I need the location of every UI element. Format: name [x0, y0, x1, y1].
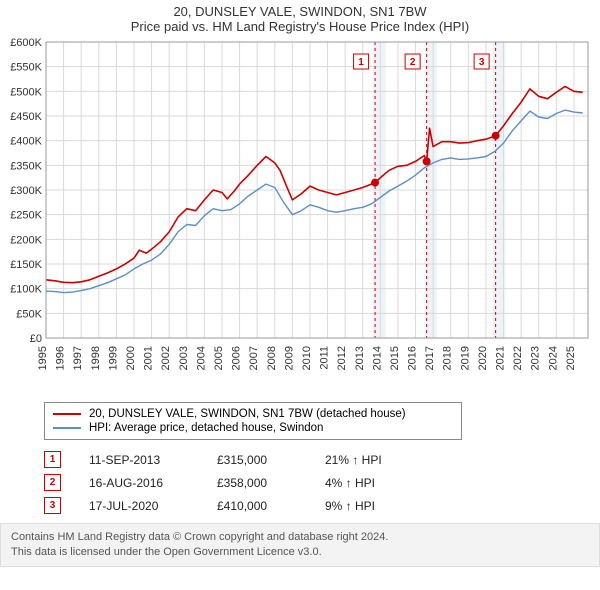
svg-text:£300K: £300K: [10, 185, 42, 197]
title-line2: Price paid vs. HM Land Registry's House …: [0, 19, 600, 34]
legend-item: HPI: Average price, detached house, Swin…: [53, 421, 453, 435]
svg-text:£200K: £200K: [10, 234, 42, 246]
svg-text:2022: 2022: [512, 346, 524, 370]
svg-text:1999: 1999: [107, 346, 119, 370]
svg-text:£150K: £150K: [10, 259, 42, 271]
svg-text:1997: 1997: [72, 346, 84, 370]
line-chart-svg: £0 £50K £100K £150K £200K £250K £300K £350K £400…: [0, 36, 600, 396]
event-row: 2 16-AUG-2016 £358,000 4% ↑ HPI: [44, 471, 600, 494]
svg-text:2012: 2012: [336, 346, 348, 370]
svg-text:2019: 2019: [459, 346, 471, 370]
svg-text:£350K: £350K: [10, 160, 42, 172]
svg-text:2007: 2007: [248, 346, 260, 370]
svg-text:£600K: £600K: [10, 37, 42, 49]
event-pct: 9% ↑ HPI: [325, 499, 425, 513]
svg-text:2015: 2015: [389, 346, 401, 370]
svg-text:2006: 2006: [231, 346, 243, 370]
svg-text:£400K: £400K: [10, 136, 42, 148]
event-row: 1 11-SEP-2013 £315,000 21% ↑ HPI: [44, 448, 600, 471]
svg-text:£450K: £450K: [10, 111, 42, 123]
legend-label: HPI: Average price, detached house, Swin…: [89, 422, 323, 434]
event-badge: 2: [44, 474, 61, 491]
svg-text:2009: 2009: [283, 346, 295, 370]
svg-text:£250K: £250K: [10, 210, 42, 222]
svg-text:2017: 2017: [424, 346, 436, 370]
event-price: £358,000: [217, 476, 297, 490]
svg-text:2024: 2024: [547, 346, 559, 370]
event-date: 11-SEP-2013: [89, 453, 189, 467]
event-price: £410,000: [217, 499, 297, 513]
chart-container: { "titles": { "line1": "20, DUNSLEY VALE…: [0, 0, 600, 567]
svg-text:2025: 2025: [565, 346, 577, 370]
svg-text:2003: 2003: [178, 346, 190, 370]
event-price: £315,000: [217, 453, 297, 467]
legend-swatch: [53, 427, 81, 429]
svg-text:£50K: £50K: [16, 308, 42, 320]
svg-text:2008: 2008: [266, 346, 278, 370]
svg-text:2013: 2013: [354, 346, 366, 370]
footer-line1: Contains HM Land Registry data © Crown c…: [11, 530, 589, 545]
svg-text:2001: 2001: [143, 346, 155, 370]
event-date: 17-JUL-2020: [89, 499, 189, 513]
legend-item: 20, DUNSLEY VALE, SWINDON, SN1 7BW (deta…: [53, 407, 453, 421]
chart-titles: 20, DUNSLEY VALE, SWINDON, SN1 7BW Price…: [0, 0, 600, 36]
svg-text:2002: 2002: [160, 346, 172, 370]
svg-text:1998: 1998: [90, 346, 102, 370]
legend-label: 20, DUNSLEY VALE, SWINDON, SN1 7BW (deta…: [89, 408, 406, 420]
chart-area: £0 £50K £100K £150K £200K £250K £300K £350K £400…: [0, 36, 600, 396]
svg-text:2020: 2020: [477, 346, 489, 370]
footer-attribution: Contains HM Land Registry data © Crown c…: [0, 523, 600, 567]
svg-text:2: 2: [410, 57, 416, 68]
svg-text:2021: 2021: [495, 346, 507, 370]
svg-text:£500K: £500K: [10, 86, 42, 98]
svg-text:2011: 2011: [319, 346, 331, 370]
svg-text:3: 3: [479, 57, 485, 68]
event-pct: 21% ↑ HPI: [325, 453, 425, 467]
events-table: 1 11-SEP-2013 £315,000 21% ↑ HPI 2 16-AU…: [44, 448, 600, 517]
event-badge: 3: [44, 497, 61, 514]
title-line1: 20, DUNSLEY VALE, SWINDON, SN1 7BW: [0, 4, 600, 19]
svg-text:2014: 2014: [371, 346, 383, 370]
event-row: 3 17-JUL-2020 £410,000 9% ↑ HPI: [44, 494, 600, 517]
event-pct: 4% ↑ HPI: [325, 476, 425, 490]
svg-text:1996: 1996: [55, 346, 67, 370]
svg-text:£0: £0: [30, 333, 42, 345]
svg-text:1: 1: [358, 57, 364, 68]
legend-swatch: [53, 413, 81, 415]
svg-text:£100K: £100K: [10, 284, 42, 296]
legend: 20, DUNSLEY VALE, SWINDON, SN1 7BW (deta…: [44, 402, 462, 440]
svg-text:2005: 2005: [213, 346, 225, 370]
svg-text:2004: 2004: [195, 346, 207, 370]
footer-line2: This data is licensed under the Open Gov…: [11, 545, 589, 560]
event-date: 16-AUG-2016: [89, 476, 189, 490]
svg-text:1995: 1995: [37, 346, 49, 370]
svg-text:2018: 2018: [442, 346, 454, 370]
svg-text:£550K: £550K: [10, 62, 42, 74]
event-badge: 1: [44, 451, 61, 468]
svg-text:2016: 2016: [407, 346, 419, 370]
svg-text:2010: 2010: [301, 346, 313, 370]
svg-text:2023: 2023: [530, 346, 542, 370]
svg-text:2000: 2000: [125, 346, 137, 370]
